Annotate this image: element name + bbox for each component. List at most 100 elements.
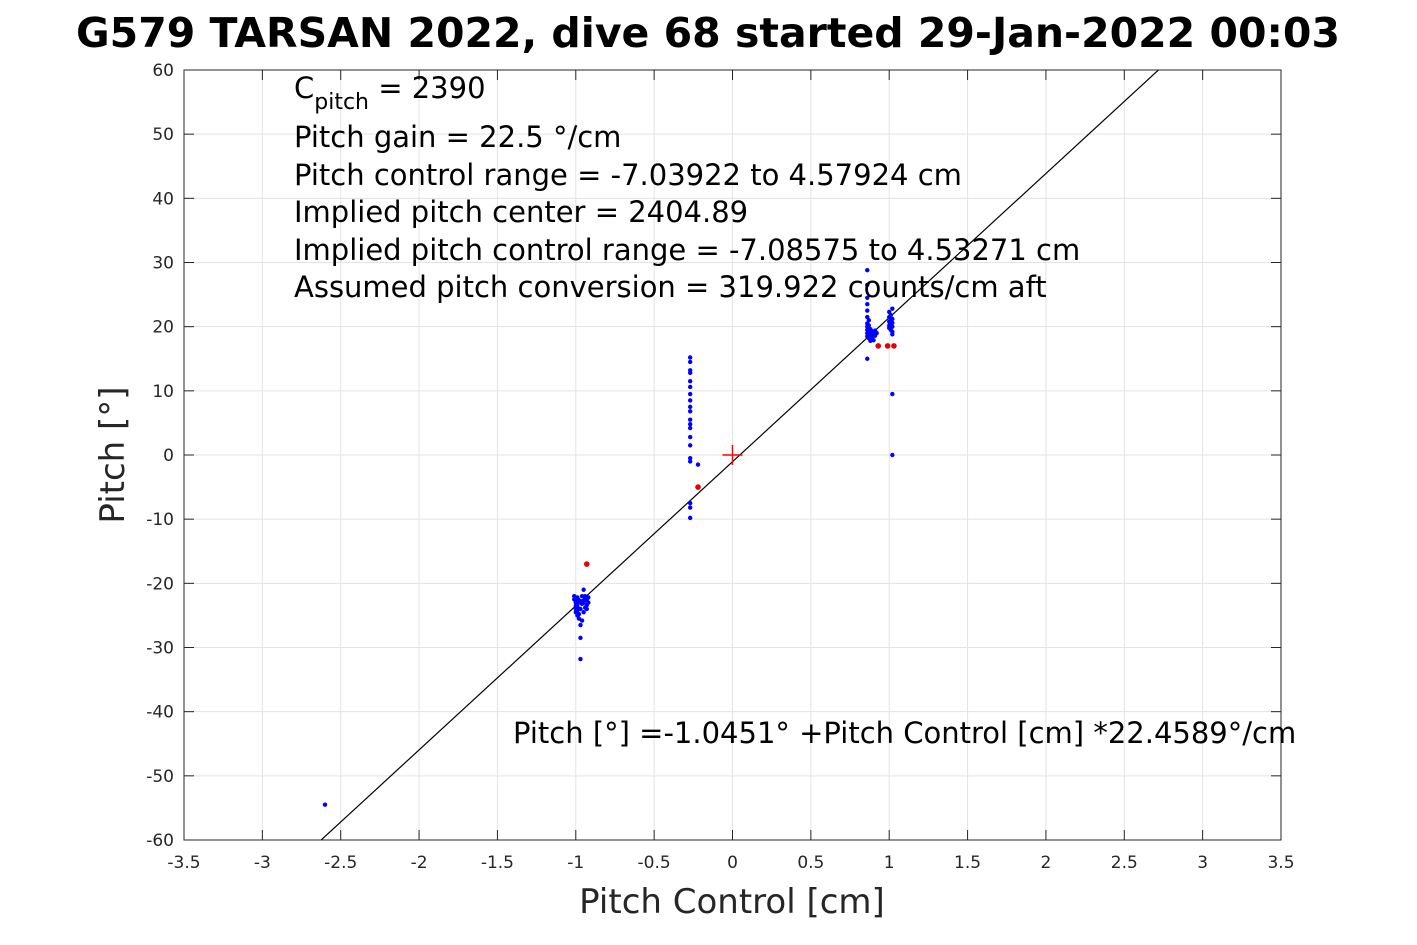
data-point <box>687 359 693 365</box>
data-point <box>578 656 583 662</box>
x-tick-label: 1.5 <box>954 853 981 873</box>
data-point <box>576 611 582 617</box>
x-tick-label: 2 <box>1041 853 1052 873</box>
x-tick-label: -2 <box>411 853 428 873</box>
center-marker <box>722 445 743 465</box>
data-point <box>865 295 870 300</box>
fit-equation-annotation: Pitch [°] =-1.0451° +Pitch Control [cm] … <box>513 716 1296 750</box>
series-0-points <box>322 268 895 807</box>
data-point <box>890 316 895 322</box>
data-point <box>687 459 693 464</box>
data-point <box>865 302 870 307</box>
y-tick-label: -60 <box>146 831 174 851</box>
data-point <box>890 306 895 311</box>
data-point <box>890 452 895 458</box>
c-pitch-value: = 2390 <box>369 71 486 105</box>
conversion-annotation: Assumed pitch conversion = 319.922 count… <box>294 270 1047 304</box>
data-point <box>579 618 585 623</box>
x-tick-label: 1 <box>884 853 895 873</box>
data-point <box>865 308 870 313</box>
data-point <box>695 484 701 490</box>
data-point <box>322 802 328 807</box>
x-tick-labels: -3.5 -3 -2.5 -2 -1.5 -1 -0.5 0 0.5 1 1.5 2 2.5 3 3.5 <box>167 853 1294 873</box>
annotation-block: Cpitch = 2390 Pitch gain = 22.5 °/cm Pit… <box>294 71 1080 304</box>
y-tick-label: 60 <box>152 61 174 81</box>
x-tick-label: -0.5 <box>638 853 671 873</box>
data-point <box>687 422 693 427</box>
data-point <box>866 323 872 328</box>
data-point <box>687 370 693 376</box>
data-point <box>888 312 893 318</box>
data-point <box>687 425 693 431</box>
data-point <box>687 379 693 384</box>
data-point <box>866 318 872 323</box>
series-1-points <box>583 343 897 567</box>
data-point <box>687 515 693 521</box>
data-point <box>687 398 693 403</box>
pitch-gain-annotation: Pitch gain = 22.5 °/cm <box>294 120 621 154</box>
data-point <box>687 409 693 414</box>
data-point <box>579 593 585 599</box>
x-tick-label: -2.5 <box>324 853 357 873</box>
y-tick-label: 10 <box>152 382 174 402</box>
y-tick-label: 50 <box>152 125 174 145</box>
data-point <box>695 462 701 467</box>
data-point <box>687 500 693 506</box>
y-tick-label: 40 <box>152 189 174 209</box>
y-tick-label: -50 <box>146 767 174 787</box>
x-tick-label: -1 <box>567 853 584 873</box>
c-pitch-annotation: Cpitch = 2390 <box>294 71 486 115</box>
data-point <box>871 337 876 343</box>
y-tick-label: 20 <box>152 318 174 338</box>
data-point <box>865 356 870 361</box>
data-point <box>586 600 591 605</box>
data-point <box>884 343 891 349</box>
data-point <box>581 610 586 615</box>
data-point <box>865 268 870 273</box>
data-point <box>687 417 693 422</box>
data-point <box>578 622 583 628</box>
x-axis-label: Pitch Control [cm] <box>579 882 885 922</box>
data-point <box>687 404 693 410</box>
data-point <box>578 606 583 612</box>
x-tick-label: 3 <box>1197 853 1208 873</box>
x-tick-label: -1.5 <box>481 853 514 873</box>
data-point <box>581 587 586 592</box>
implied-center-annotation: Implied pitch center = 2404.89 <box>294 195 748 229</box>
data-point <box>581 600 586 605</box>
y-tick-labels: -60 -50 -40 -30 -20 -10 0 10 20 30 40 50 60 <box>146 61 174 851</box>
chart-title: G579 TARSAN 2022, dive 68 started 29-Jan… <box>76 9 1340 57</box>
y-axis-label: Pitch [°] <box>93 386 133 523</box>
data-point <box>575 604 580 609</box>
data-point <box>890 320 895 326</box>
data-point <box>687 443 693 448</box>
data-points <box>322 268 897 807</box>
x-tick-label: 0.5 <box>797 853 824 873</box>
plot-frame <box>183 69 1282 841</box>
data-point <box>687 456 693 461</box>
x-tick-label: -3.5 <box>167 853 200 873</box>
data-point <box>890 332 895 337</box>
grid-lines <box>183 69 1282 841</box>
data-point <box>687 505 693 510</box>
y-tick-label: -40 <box>146 703 174 723</box>
y-tick-label: -10 <box>146 510 174 530</box>
x-tick-label: 2.5 <box>1111 853 1138 873</box>
data-point <box>583 561 590 567</box>
data-point <box>874 330 879 336</box>
data-point <box>586 595 591 600</box>
x-tick-label: -3 <box>254 853 271 873</box>
data-point <box>890 391 895 397</box>
implied-range-annotation: Implied pitch control range = -7.08575 t… <box>294 233 1080 267</box>
data-point <box>578 635 583 641</box>
y-tick-label: 0 <box>163 446 174 466</box>
data-point <box>584 606 589 612</box>
data-point <box>865 282 870 288</box>
y-tick-label: -20 <box>146 574 174 594</box>
y-tick-label: -30 <box>146 639 174 659</box>
data-point <box>687 384 693 390</box>
data-point <box>875 343 882 349</box>
data-point <box>891 343 897 349</box>
